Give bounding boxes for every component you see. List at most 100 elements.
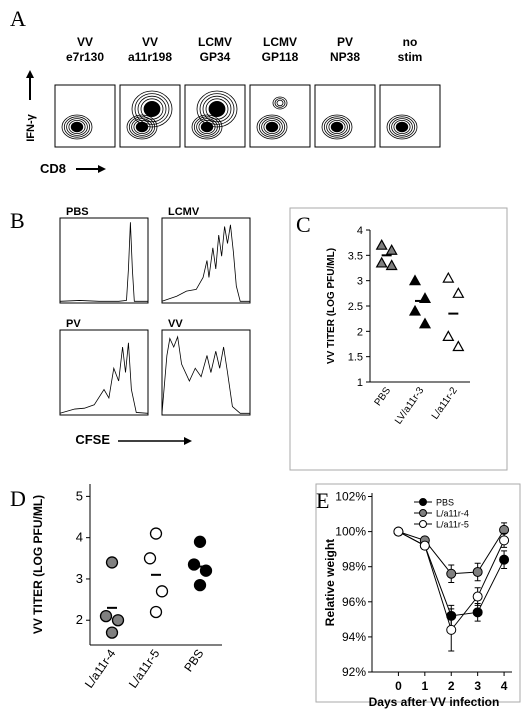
data-point	[155, 585, 169, 598]
contour	[393, 120, 411, 135]
plot-label: PV	[66, 318, 81, 330]
contour	[258, 116, 286, 138]
data-point	[385, 259, 398, 271]
legend-marker	[419, 509, 427, 517]
plot-title: GP118	[262, 50, 299, 64]
contour	[68, 120, 86, 135]
x-tick-label: L/a11r-4	[82, 646, 119, 690]
plot-title: VV	[142, 35, 158, 49]
legend-marker	[419, 520, 427, 528]
contour	[272, 96, 288, 110]
plot-label: VV	[168, 318, 183, 330]
y-tick-label: 98%	[342, 560, 366, 574]
plot-frame	[249, 84, 311, 148]
plot-title: NP38	[330, 50, 360, 64]
contour	[191, 114, 223, 140]
contour	[140, 98, 164, 120]
x-tick-label: 0	[395, 679, 402, 693]
data-point	[105, 556, 119, 569]
plot-frame	[59, 329, 149, 416]
data-point	[452, 340, 465, 352]
data-point	[199, 564, 213, 577]
contour	[61, 114, 93, 140]
data-point	[472, 591, 483, 602]
data-point	[419, 540, 430, 551]
y-tick-label: 2	[357, 326, 363, 338]
data-point	[472, 566, 483, 577]
contour	[66, 118, 88, 136]
data-point	[187, 558, 201, 571]
plot-frame	[161, 217, 251, 304]
plot-frame	[184, 84, 246, 148]
legend-marker	[419, 498, 427, 506]
plot-title: LCMV	[198, 35, 232, 49]
x-tick-label: PBS	[181, 647, 206, 675]
y-axis-label: Relative weight	[323, 539, 337, 626]
y-tick-label: 3	[357, 276, 363, 288]
plot-title: no	[403, 35, 418, 49]
data-point	[393, 526, 404, 537]
legend-label: PBS	[436, 498, 454, 508]
x-tick-label: L/a11r-5	[126, 646, 163, 690]
plot-frame	[59, 217, 149, 304]
y-tick-label: 2.5	[348, 301, 363, 313]
x-tick-label: L/a11r-2	[430, 385, 460, 422]
legend-label: L/a11r-5	[436, 520, 469, 530]
arrow-head	[184, 437, 192, 445]
panel-label: E	[316, 488, 329, 513]
plot-title: PV	[337, 35, 353, 49]
data-point	[385, 244, 398, 255]
panel-label: D	[10, 486, 26, 511]
y-tick-label: 102%	[335, 490, 366, 504]
data-point	[375, 256, 388, 268]
plot-frame	[379, 84, 441, 148]
plot-title: e7r130	[66, 50, 104, 64]
contour	[328, 120, 346, 135]
data-point	[149, 605, 163, 619]
contour	[73, 123, 81, 131]
y-tick-label: 94%	[342, 630, 366, 644]
contour	[276, 99, 284, 107]
histogram-curve	[59, 342, 149, 414]
data-point	[143, 552, 157, 565]
panel-label: C	[296, 212, 311, 237]
contour	[202, 95, 232, 123]
histogram-curve	[161, 335, 250, 414]
data-point	[499, 535, 510, 546]
y-tick-label: 100%	[335, 525, 366, 539]
contour	[386, 114, 418, 140]
legend-label: L/a11r-4	[436, 509, 469, 519]
contour	[256, 114, 288, 140]
data-point	[442, 330, 455, 341]
data-point	[446, 624, 457, 635]
plot-frame	[161, 329, 251, 416]
panel-frame	[315, 483, 521, 703]
y-tick-label: 1	[357, 377, 363, 389]
data-point	[105, 626, 119, 639]
panel-label: A	[10, 6, 26, 31]
panel-label: B	[10, 208, 25, 233]
plot-frame	[54, 84, 116, 148]
contour	[134, 93, 170, 125]
contour	[196, 90, 238, 128]
arrow-head	[98, 165, 106, 173]
contour	[137, 95, 167, 123]
contour	[263, 120, 281, 135]
plot-frame	[314, 84, 376, 148]
data-point	[193, 535, 207, 548]
contour	[261, 118, 283, 136]
y-tick-label: 5	[76, 488, 83, 503]
data-point	[472, 607, 483, 618]
contour	[63, 116, 91, 138]
data-point	[99, 609, 113, 623]
y-axis-label: VV TITER (LOG PFU/ML)	[326, 248, 337, 364]
data-point	[375, 238, 388, 250]
contour	[391, 118, 413, 136]
contour	[326, 118, 348, 136]
x-axis-label: CD8	[40, 161, 66, 176]
y-tick-label: 4	[76, 530, 83, 545]
x-tick-label: LV/a11r-3	[393, 385, 427, 426]
plot-title: GP34	[200, 50, 231, 64]
